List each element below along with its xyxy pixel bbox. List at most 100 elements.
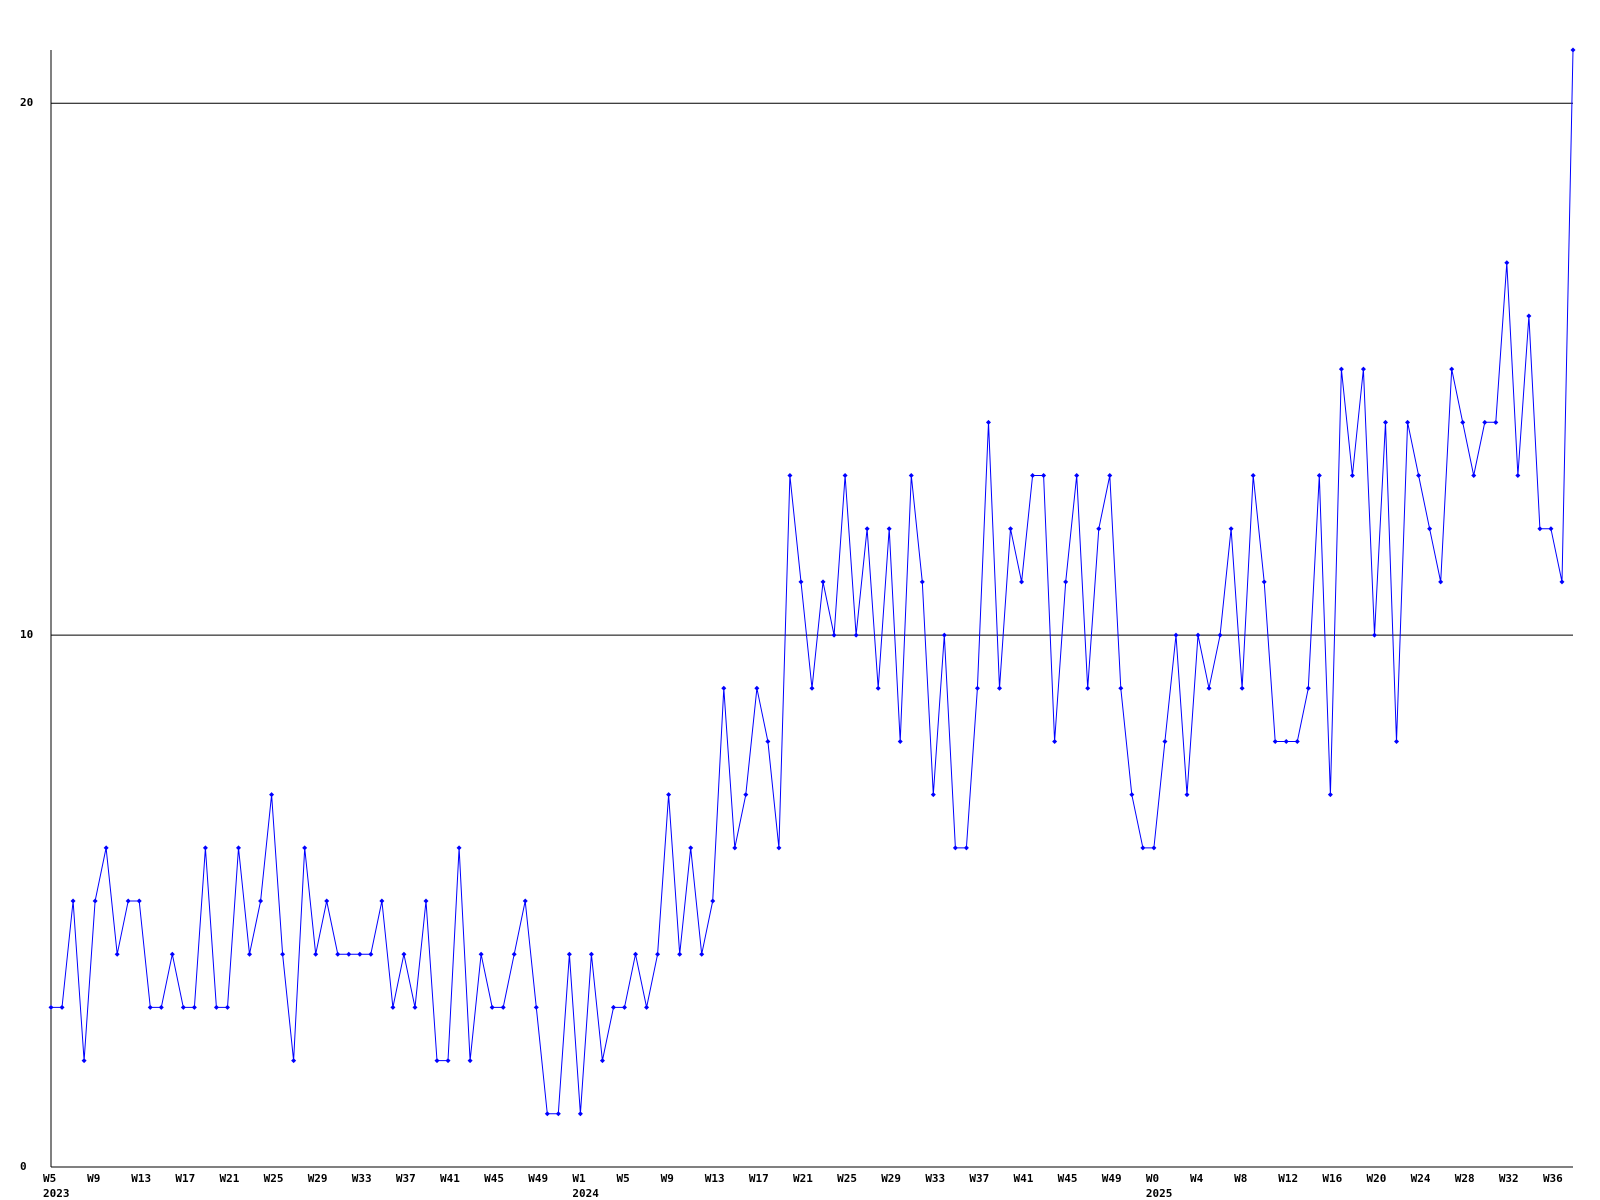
data-point — [1107, 473, 1113, 479]
data-point — [1449, 366, 1455, 372]
data-point — [1526, 313, 1532, 319]
data-point — [1019, 579, 1025, 585]
data-point — [544, 1111, 550, 1117]
x-year-label: 2024 — [572, 1187, 599, 1200]
data-point — [1537, 526, 1543, 532]
data-point — [831, 632, 837, 638]
data-point — [313, 951, 319, 957]
data-point — [622, 1004, 628, 1010]
data-point — [346, 951, 352, 957]
data-point — [1063, 579, 1069, 585]
data-point — [1041, 473, 1047, 479]
data-point — [1151, 845, 1157, 851]
data-point — [357, 951, 363, 957]
data-point — [180, 1004, 186, 1010]
data-point — [555, 1111, 561, 1117]
x-tick-label: W37 — [396, 1172, 416, 1185]
data-point — [1030, 473, 1036, 479]
data-point — [401, 951, 407, 957]
data-point — [423, 898, 429, 904]
data-point — [776, 845, 782, 851]
data-point — [1074, 473, 1080, 479]
x-tick-label: W33 — [352, 1172, 372, 1185]
data-point — [48, 1004, 54, 1010]
x-tick-label: W8 — [1234, 1172, 1247, 1185]
data-point — [644, 1004, 650, 1010]
data-point — [1272, 738, 1278, 744]
data-point — [765, 738, 771, 744]
data-point — [1173, 632, 1179, 638]
x-tick-label: W29 — [308, 1172, 328, 1185]
data-point — [247, 951, 253, 957]
x-tick-label: W28 — [1455, 1172, 1475, 1185]
data-point — [280, 951, 286, 957]
data-point — [235, 845, 241, 851]
data-point — [269, 792, 275, 798]
data-point — [158, 1004, 164, 1010]
data-point — [688, 845, 694, 851]
data-point — [1294, 738, 1300, 744]
data-point — [1371, 632, 1377, 638]
data-point — [379, 898, 385, 904]
data-point — [1052, 738, 1058, 744]
data-point — [798, 579, 804, 585]
data-point — [985, 419, 991, 425]
data-point — [1206, 685, 1212, 691]
data-point — [1405, 419, 1411, 425]
data-point — [489, 1004, 495, 1010]
x-tick-label: W21 — [793, 1172, 813, 1185]
data-point — [1129, 792, 1135, 798]
data-line — [51, 49, 1574, 1115]
y-tick-label: 20 — [20, 96, 33, 109]
data-point — [1008, 526, 1014, 532]
data-point — [169, 951, 175, 957]
data-point — [191, 1004, 197, 1010]
data-point — [511, 951, 517, 957]
data-point — [59, 1004, 65, 1010]
data-point — [1239, 685, 1245, 691]
data-point — [633, 951, 639, 957]
data-point — [699, 951, 705, 957]
data-point — [1548, 526, 1554, 532]
x-tick-label: W45 — [1058, 1172, 1078, 1185]
data-point — [456, 845, 462, 851]
x-tick-label: W41 — [1014, 1172, 1034, 1185]
data-point — [1460, 419, 1466, 425]
data-point — [224, 1004, 230, 1010]
x-tick-label: W20 — [1366, 1172, 1386, 1185]
x-tick-label: W32 — [1499, 1172, 1519, 1185]
data-point — [70, 898, 76, 904]
x-tick-label: W24 — [1411, 1172, 1431, 1185]
x-tick-label: W9 — [661, 1172, 674, 1185]
data-point — [1184, 792, 1190, 798]
data-point — [1438, 579, 1444, 585]
y-tick-label: 0 — [20, 1160, 27, 1173]
data-point — [478, 951, 484, 957]
data-point — [114, 951, 120, 957]
data-point — [1316, 473, 1322, 479]
data-point — [897, 738, 903, 744]
data-point — [467, 1058, 473, 1064]
data-point — [1085, 685, 1091, 691]
data-point — [258, 898, 264, 904]
data-point — [1283, 738, 1289, 744]
data-point — [1162, 738, 1168, 744]
data-point — [500, 1004, 506, 1010]
data-point — [1416, 473, 1422, 479]
x-tick-label: W1 — [572, 1172, 586, 1185]
x-tick-label: W5 — [617, 1172, 630, 1185]
data-point — [1327, 792, 1333, 798]
data-point — [324, 898, 330, 904]
data-point — [610, 1004, 616, 1010]
data-point — [103, 845, 109, 851]
data-point — [1349, 473, 1355, 479]
data-point — [1261, 579, 1267, 585]
data-point — [1394, 738, 1400, 744]
x-tick-label: W29 — [881, 1172, 901, 1185]
data-point — [1118, 685, 1124, 691]
data-point — [599, 1058, 605, 1064]
data-point — [136, 898, 142, 904]
data-point — [1559, 579, 1565, 585]
